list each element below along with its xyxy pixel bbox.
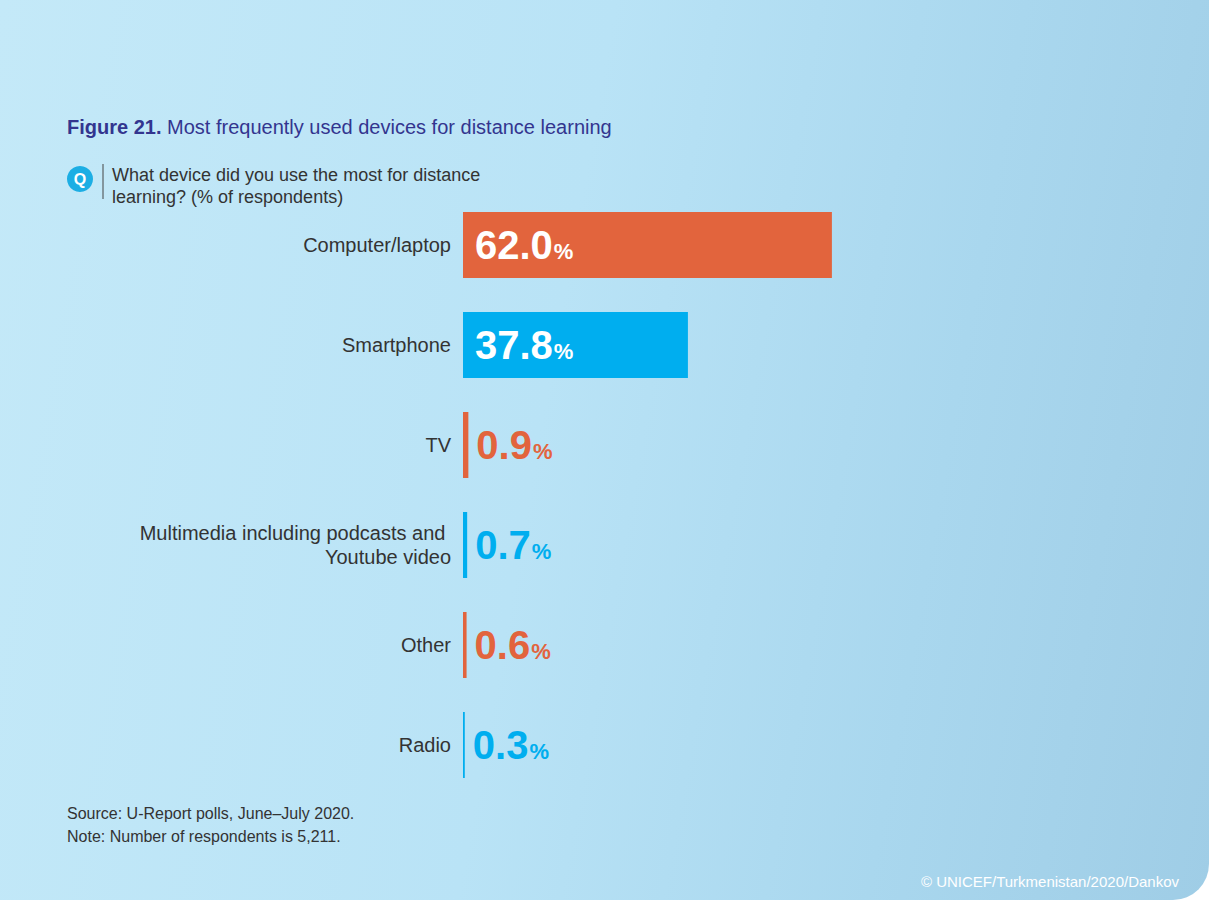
svg-text:%: % bbox=[533, 439, 553, 464]
svg-text:learning? (% of respondents): learning? (% of respondents) bbox=[112, 187, 343, 207]
svg-text:Note: Number of respondents is: Note: Number of respondents is 5,211. bbox=[67, 828, 341, 845]
svg-text:© UNICEF/Turkmenistan/2020/Dan: © UNICEF/Turkmenistan/2020/Dankov bbox=[921, 873, 1180, 890]
svg-text:What device did you use the mo: What device did you use the most for dis… bbox=[112, 165, 485, 185]
svg-text:0.6: 0.6 bbox=[475, 623, 531, 667]
svg-text:%: % bbox=[554, 339, 574, 364]
svg-text:0.9: 0.9 bbox=[476, 423, 532, 467]
svg-text:0.7: 0.7 bbox=[475, 523, 531, 567]
svg-text:%: % bbox=[529, 739, 549, 764]
svg-text:0.3: 0.3 bbox=[473, 723, 529, 767]
svg-text:%: % bbox=[554, 239, 574, 264]
svg-text:Other: Other bbox=[401, 634, 451, 656]
svg-text:%: % bbox=[531, 639, 551, 664]
svg-text:Figure 21.: Figure 21. bbox=[67, 116, 161, 138]
svg-text:Computer/laptop: Computer/laptop bbox=[303, 234, 451, 256]
svg-text:Multimedia including podcasts: Multimedia including podcasts and bbox=[140, 522, 451, 544]
svg-text:TV: TV bbox=[425, 434, 451, 456]
svg-text:62.0: 62.0 bbox=[475, 223, 553, 267]
svg-text:Q: Q bbox=[74, 171, 86, 188]
svg-text:37.8: 37.8 bbox=[475, 323, 553, 367]
svg-text:Smartphone: Smartphone bbox=[342, 334, 451, 356]
svg-text:Source: U-Report polls, June–J: Source: U-Report polls, June–July 2020. bbox=[67, 805, 354, 822]
svg-text:Radio: Radio bbox=[399, 734, 451, 756]
svg-text:Youtube video: Youtube video bbox=[325, 546, 451, 568]
svg-text:%: % bbox=[532, 539, 552, 564]
svg-text:Most frequently used devices f: Most frequently used devices for distanc… bbox=[161, 116, 611, 138]
